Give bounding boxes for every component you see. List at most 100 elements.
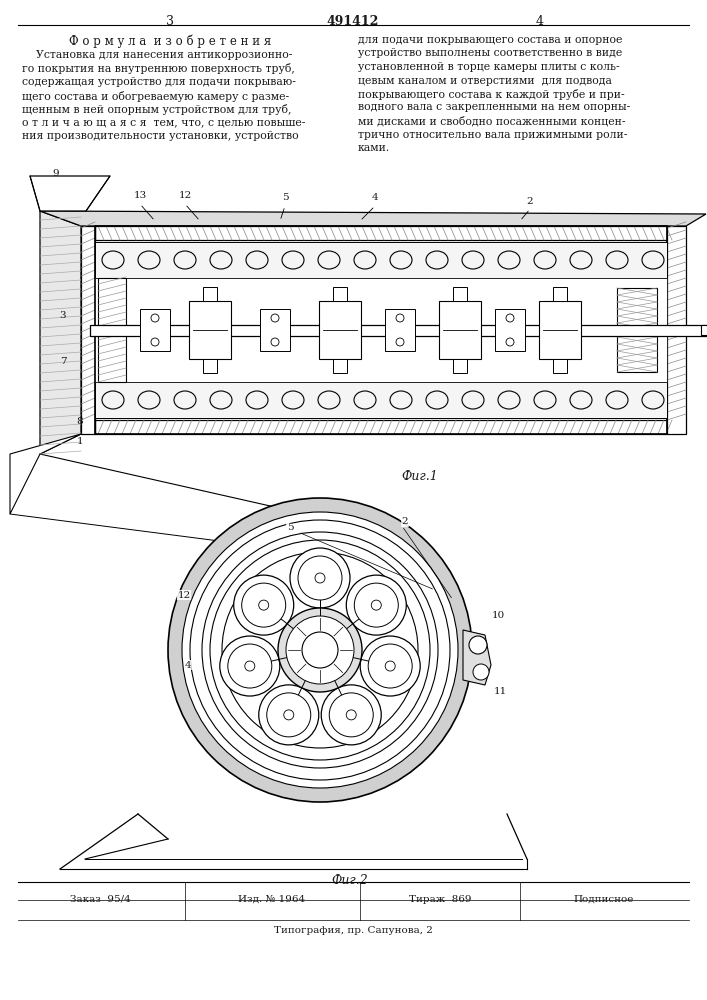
- Bar: [385, 309, 415, 351]
- Circle shape: [315, 573, 325, 583]
- Circle shape: [168, 498, 472, 802]
- Bar: [95, 382, 667, 418]
- Polygon shape: [10, 434, 81, 514]
- Text: Фиг.1: Фиг.1: [402, 470, 438, 483]
- Circle shape: [190, 520, 450, 780]
- Text: 10: 10: [491, 610, 505, 619]
- Circle shape: [469, 636, 487, 654]
- Bar: [95, 226, 667, 434]
- Bar: [553, 287, 567, 301]
- Text: Ф о р м у л а  и з о б р е т е н и я: Ф о р м у л а и з о б р е т е н и я: [69, 35, 271, 48]
- Bar: [539, 301, 581, 359]
- Text: 9: 9: [53, 169, 59, 178]
- Bar: [81, 226, 95, 434]
- Bar: [203, 359, 217, 373]
- Circle shape: [360, 636, 420, 696]
- Bar: [333, 359, 347, 373]
- Circle shape: [506, 314, 514, 322]
- Bar: [95, 226, 667, 240]
- Circle shape: [202, 532, 438, 768]
- Text: Изд. № 1964: Изд. № 1964: [238, 894, 305, 904]
- Bar: [333, 287, 347, 301]
- Text: покрывающего состава к каждой трубе и при-: покрывающего состава к каждой трубе и пр…: [358, 89, 624, 100]
- Circle shape: [245, 661, 255, 671]
- Circle shape: [271, 338, 279, 346]
- Circle shape: [284, 710, 294, 720]
- Circle shape: [354, 583, 398, 627]
- Circle shape: [298, 556, 342, 600]
- Bar: [260, 309, 290, 351]
- Text: 2: 2: [402, 518, 409, 526]
- Text: устройство выполнены соответственно в виде: устройство выполнены соответственно в ви…: [358, 48, 622, 58]
- Text: Тираж  869: Тираж 869: [409, 894, 472, 904]
- Circle shape: [371, 600, 381, 610]
- Text: щенным в ней опорным устройством для труб,: щенным в ней опорным устройством для тру…: [22, 104, 291, 115]
- Circle shape: [182, 512, 458, 788]
- Circle shape: [210, 540, 430, 760]
- Circle shape: [506, 338, 514, 346]
- Bar: [98, 278, 126, 382]
- Bar: [701, 325, 707, 335]
- Text: 3: 3: [166, 15, 174, 28]
- Polygon shape: [463, 630, 491, 685]
- Text: 3: 3: [59, 310, 66, 320]
- Bar: [439, 301, 481, 359]
- Bar: [667, 226, 686, 434]
- Bar: [95, 242, 667, 278]
- Text: Установка для нанесения антикоррозионно-: Установка для нанесения антикоррозионно-: [22, 50, 293, 60]
- Bar: [495, 309, 525, 351]
- Text: 4: 4: [372, 194, 378, 202]
- Circle shape: [271, 314, 279, 322]
- Circle shape: [473, 664, 489, 680]
- Text: содержащая устройство для подачи покрываю-: содержащая устройство для подачи покрыва…: [22, 77, 296, 87]
- Circle shape: [267, 693, 311, 737]
- Text: 4: 4: [536, 15, 544, 28]
- Text: ками.: ками.: [358, 143, 390, 153]
- Bar: [90, 324, 707, 336]
- Text: 491412: 491412: [327, 15, 379, 28]
- Text: о т л и ч а ю щ а я с я  тем, что, с целью повыше-: о т л и ч а ю щ а я с я тем, что, с цель…: [22, 117, 305, 127]
- Circle shape: [290, 548, 350, 608]
- Bar: [95, 278, 667, 382]
- Text: 4: 4: [185, 660, 192, 670]
- Text: 12: 12: [178, 192, 192, 200]
- Text: 12: 12: [177, 590, 191, 599]
- Text: 7: 7: [59, 358, 66, 366]
- Text: трично относительно вала прижимными роли-: трично относительно вала прижимными роли…: [358, 129, 627, 139]
- Polygon shape: [40, 211, 706, 226]
- Text: 13: 13: [134, 192, 146, 200]
- Bar: [140, 309, 170, 351]
- Circle shape: [234, 575, 293, 635]
- Text: 1: 1: [76, 438, 83, 446]
- Circle shape: [368, 644, 412, 688]
- Circle shape: [242, 583, 286, 627]
- Circle shape: [220, 636, 280, 696]
- Text: цевым каналом и отверстиями  для подвода: цевым каналом и отверстиями для подвода: [358, 76, 612, 86]
- Text: ния производительности установки, устройство: ния производительности установки, устрой…: [22, 131, 298, 141]
- Bar: [189, 301, 231, 359]
- Circle shape: [329, 693, 373, 737]
- Circle shape: [396, 338, 404, 346]
- Circle shape: [385, 661, 395, 671]
- Text: ми дисками и свободно посаженными концен-: ми дисками и свободно посаженными концен…: [358, 116, 626, 127]
- Polygon shape: [30, 176, 110, 211]
- Circle shape: [278, 608, 362, 692]
- Text: Подписное: Подписное: [574, 894, 634, 904]
- Polygon shape: [40, 211, 81, 454]
- Text: 8: 8: [76, 418, 83, 426]
- Text: для подачи покрывающего состава и опорное: для подачи покрывающего состава и опорно…: [358, 35, 622, 45]
- Circle shape: [151, 314, 159, 322]
- Circle shape: [321, 685, 381, 745]
- Text: водного вала с закрепленными на нем опорны-: водного вала с закрепленными на нем опор…: [358, 103, 630, 112]
- Text: 5: 5: [286, 524, 293, 532]
- Text: Фиг.2: Фиг.2: [332, 874, 368, 887]
- Text: 11: 11: [493, 688, 507, 696]
- Bar: [453, 287, 467, 301]
- Bar: [95, 420, 667, 434]
- Circle shape: [259, 600, 269, 610]
- Bar: [203, 287, 217, 301]
- Circle shape: [396, 314, 404, 322]
- Circle shape: [151, 338, 159, 346]
- Circle shape: [222, 552, 418, 748]
- Text: го покрытия на внутреннюю поверхность труб,: го покрытия на внутреннюю поверхность тр…: [22, 64, 295, 75]
